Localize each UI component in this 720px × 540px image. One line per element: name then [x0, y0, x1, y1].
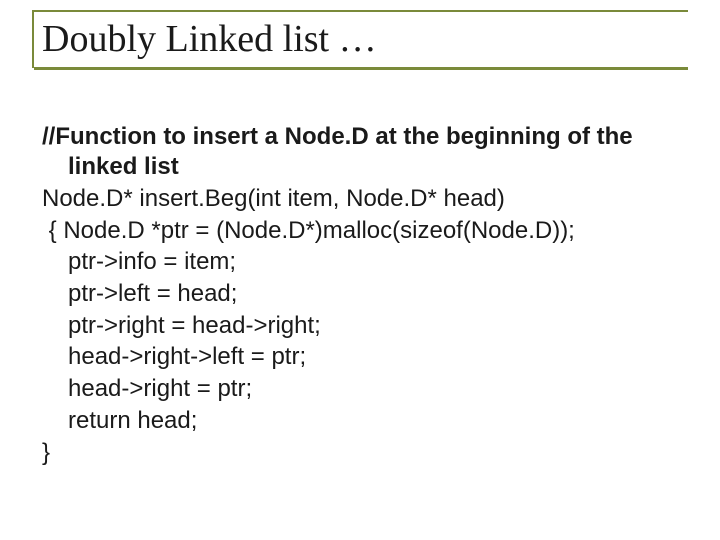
code-line-head-right-left: head->right->left = ptr;	[42, 341, 678, 373]
title-frame: Doubly Linked list …	[32, 10, 688, 68]
comment-line-1: //Function to insert a Node.D at the beg…	[42, 123, 633, 150]
code-line-head-right: head->right = ptr;	[42, 373, 678, 405]
code-line-right: ptr->right = head->right;	[42, 310, 678, 342]
code-comment: //Function to insert a Node.D at the beg…	[42, 122, 678, 183]
code-line-info: ptr->info = item;	[42, 246, 678, 278]
code-line-return: return head;	[42, 405, 678, 437]
code-close-brace: }	[42, 437, 678, 469]
slide-title: Doubly Linked list …	[42, 18, 688, 62]
code-open-brace: { Node.D *ptr = (Node.D*)malloc(sizeof(N…	[42, 215, 678, 247]
slide-body: //Function to insert a Node.D at the beg…	[28, 122, 692, 468]
slide: Doubly Linked list … //Function to inser…	[0, 0, 720, 540]
comment-line-2: linked list	[42, 152, 678, 183]
code-line-left: ptr->left = head;	[42, 278, 678, 310]
code-signature: Node.D* insert.Beg(int item, Node.D* hea…	[42, 183, 678, 215]
